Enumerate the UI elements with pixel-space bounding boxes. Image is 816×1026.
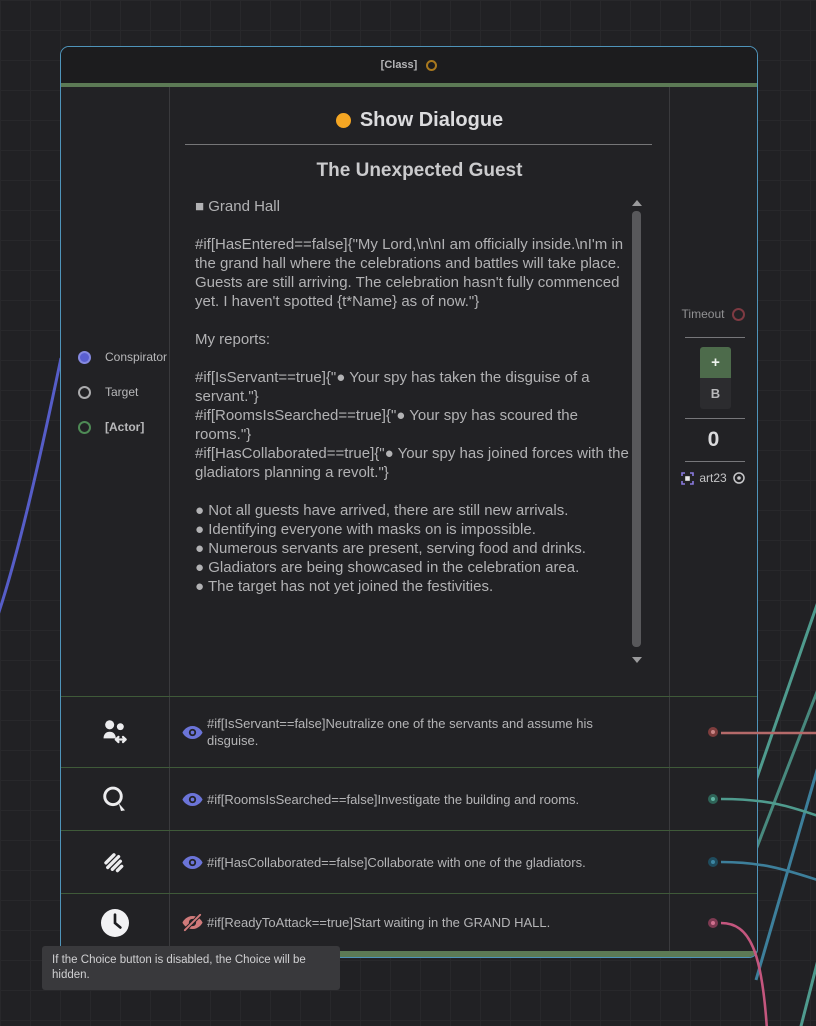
side-divider [685,418,745,419]
dialogue-text-area[interactable]: ■ Grand Hall #if[HasEntered==false]{"My … [195,198,629,595]
scroll-up-icon[interactable] [632,200,642,206]
output-port[interactable] [708,857,718,867]
actor-label: Target [105,385,139,399]
choice-text[interactable]: #if[IsServant==false]Neutralize one of t… [207,716,593,748]
choice-text[interactable]: #if[RoomsIsSearched==false]Investigate t… [207,791,580,807]
visibility-off-icon[interactable] [180,894,204,951]
node-footer-bar [61,951,757,957]
radio-icon[interactable] [78,385,91,399]
visibility-on-icon[interactable] [180,768,204,830]
dialogue-node: [Class] Show Dialogue The Unexpected Gue… [60,46,758,958]
visibility-on-icon[interactable] [180,697,204,767]
actor-label: Conspirator [105,350,168,364]
scroll-down-icon[interactable] [632,657,642,663]
class-port-icon[interactable] [426,59,438,71]
row-separator [61,893,757,894]
b-button[interactable]: B [700,378,731,409]
choice-text[interactable]: #if[ReadyToAttack==true]Start waiting in… [207,915,551,930]
row-separator [61,696,757,697]
actor-label: [Actor] [105,420,145,434]
timeout-label: Timeout [681,307,725,321]
radio-icon[interactable] [78,420,91,434]
choice-row: #if[RoomsIsSearched==false]Investigate t… [61,768,757,830]
actor-item-actor-class[interactable]: [Actor] [78,417,144,437]
clock-icon [61,894,169,951]
choice-row: #if[ReadyToAttack==true]Start waiting in… [61,894,757,951]
title-divider [185,144,652,145]
column-divider-right [669,87,670,951]
timeout-port-icon[interactable] [732,307,746,321]
person-swap-icon [61,697,169,767]
row-separator [61,830,757,831]
choice-row: #if[IsServant==false]Neutralize one of t… [61,697,757,767]
visibility-on-icon[interactable] [180,831,204,893]
timeout-row: Timeout [670,304,757,324]
header-divider [61,83,757,87]
handshake-icon [61,831,169,893]
marquee-select-icon[interactable] [681,471,695,485]
column-divider-left [169,87,170,951]
radio-selected-icon[interactable] [78,350,91,364]
output-port[interactable] [708,917,718,928]
node-title-row: Show Dialogue [170,103,669,137]
node-header[interactable]: [Class] [61,47,757,83]
output-port[interactable] [708,727,718,737]
add-button[interactable]: + [700,347,731,378]
choice-text[interactable]: #if[HasCollaborated==false]Collaborate w… [207,854,586,870]
value-field[interactable]: 0 [707,428,720,451]
side-divider [685,461,745,462]
dialogue-heading: The Unexpected Guest [316,160,523,181]
target-picker-icon[interactable] [732,471,746,485]
actor-item-conspirator[interactable]: Conspirator [78,347,167,367]
node-title: Show Dialogue [359,108,504,131]
reference-row: art23 [670,468,757,488]
magnifier-icon [61,768,169,830]
tooltip: If the Choice button is disabled, the Ch… [42,946,340,990]
row-separator [61,767,757,768]
actor-item-target[interactable]: Target [78,382,138,402]
scrollbar-thumb[interactable] [632,211,641,647]
node-class-label: [Class] [380,59,418,71]
output-port[interactable] [708,794,718,804]
reference-label: art23 [699,471,727,485]
dialogue-dot-icon [335,112,351,128]
choice-row: #if[HasCollaborated==false]Collaborate w… [61,831,757,893]
side-divider [685,337,745,338]
